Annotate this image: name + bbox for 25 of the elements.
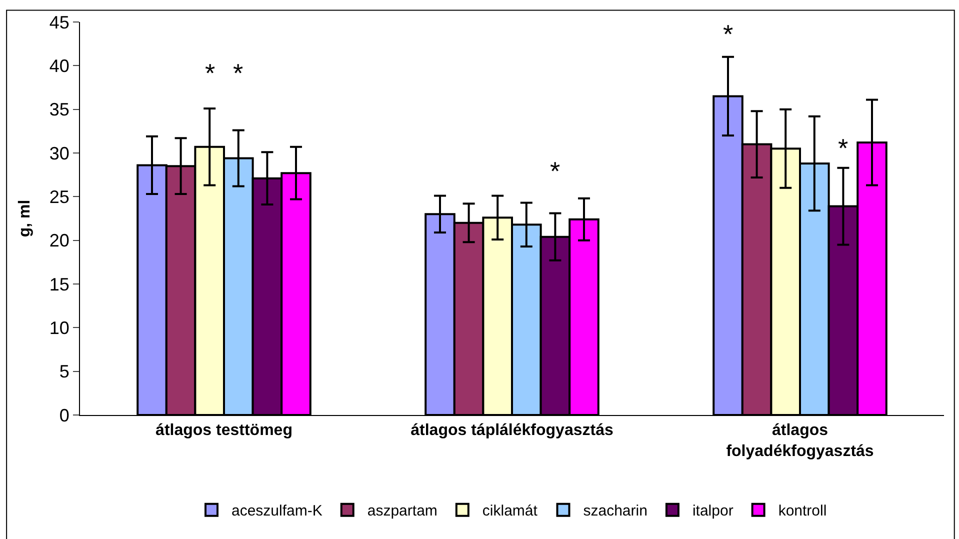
y-tick-label: 35 (49, 100, 70, 120)
y-tick-label: 45 (49, 12, 70, 32)
y-tick-label: 30 (49, 143, 70, 164)
legend-label: italpor (692, 502, 734, 520)
annotation: * (550, 156, 560, 186)
x-tick-label: átlagos testtömeg (156, 422, 292, 440)
legend-label: aceszulfam-K (232, 502, 322, 520)
y-tick-label: 0 (59, 405, 70, 426)
y-tick-label: 20 (49, 230, 70, 251)
legend-label: ciklamát (482, 502, 538, 520)
annotation: * (205, 58, 216, 88)
y-tick-label: 15 (49, 274, 70, 294)
legend-label: kontroll (778, 502, 827, 520)
y-axis-title: g, ml (16, 200, 34, 238)
annotation: * (723, 19, 734, 49)
legend-label: szacharin (583, 502, 648, 520)
y-tick-label: 5 (59, 362, 70, 382)
annotation: * (838, 133, 848, 163)
y-tick-label: 40 (49, 56, 70, 76)
y-tick-label: 10 (49, 318, 70, 338)
y-tick-label: 25 (49, 186, 70, 207)
annotation: * (233, 58, 244, 88)
legend-label: aszpartam (367, 502, 438, 520)
x-tick-label: átlagos táplálékfogyasztás (410, 422, 614, 440)
x-tick-label: átlagos folyadékfogyasztás (726, 422, 874, 460)
